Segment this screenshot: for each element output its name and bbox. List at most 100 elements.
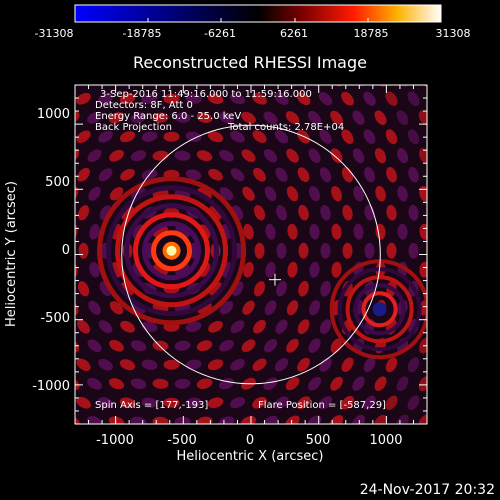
fringe-blob xyxy=(330,376,343,391)
fringe-blob xyxy=(98,168,113,182)
fringe-blob xyxy=(428,127,444,146)
colorbar-tick-label: -18785 xyxy=(123,27,162,40)
fringe-blob xyxy=(87,111,102,124)
fringe-blob xyxy=(207,359,224,371)
fringe-blob xyxy=(329,415,344,424)
fringe-blob xyxy=(407,91,420,106)
fringe-blob xyxy=(307,110,322,125)
fringe-blob xyxy=(163,131,180,142)
fringe-blob xyxy=(75,377,80,390)
x-tick-label: 0 xyxy=(246,433,254,448)
fringe-blob xyxy=(77,281,90,297)
fringe-blob xyxy=(174,112,191,123)
fringe-blob xyxy=(185,131,202,142)
fringe-blob xyxy=(243,261,254,278)
fringe-blob xyxy=(52,90,71,107)
fringe-blob xyxy=(297,167,310,183)
fringe-blob xyxy=(419,261,427,278)
fringe-blob xyxy=(330,148,343,164)
fringe-blob xyxy=(272,432,291,449)
image-area xyxy=(52,70,455,449)
fringe-blob xyxy=(374,148,387,164)
fringe-blob xyxy=(385,91,398,106)
y-axis-label: Heliocentric Y (arcsec) xyxy=(4,181,19,327)
fringe-blob xyxy=(319,129,332,144)
fringe-blob xyxy=(207,434,225,447)
fringe-blob xyxy=(429,318,443,336)
fringe-blob xyxy=(287,261,298,278)
fringe-blob xyxy=(163,397,180,408)
fringe-blob xyxy=(276,204,287,221)
fringe-blob xyxy=(307,376,322,391)
fringe-blob xyxy=(264,186,277,202)
fringe-blob xyxy=(230,130,245,143)
fringe-blob xyxy=(98,130,113,143)
fringe-blob xyxy=(341,395,354,410)
method-text: Back Projection xyxy=(95,122,172,133)
fringe-blob xyxy=(396,414,409,424)
fringe-blob xyxy=(87,339,102,353)
fringe-blob xyxy=(88,186,101,201)
fringe-ring xyxy=(115,194,229,308)
fringe-blob xyxy=(438,70,455,89)
y-tick-label: -1000 xyxy=(32,379,70,394)
fringe-blob xyxy=(285,111,300,125)
fringe-blob xyxy=(352,376,365,391)
fringe-blob xyxy=(130,112,147,123)
fringe-blob xyxy=(297,319,310,335)
fringe-blob xyxy=(320,280,331,297)
fringe-blob xyxy=(330,110,343,125)
fringe-blob xyxy=(119,131,136,143)
fringe-blob xyxy=(119,359,136,371)
fringe-blob xyxy=(276,242,287,259)
fringe-blob xyxy=(341,91,354,106)
fringe-blob xyxy=(429,166,443,184)
fringe-blob xyxy=(141,93,158,104)
fringe-blob xyxy=(130,73,148,86)
fringe-blob xyxy=(439,374,455,393)
fringe-blob xyxy=(97,397,114,409)
colorbar-gradient xyxy=(74,4,442,23)
fringe-blob xyxy=(319,167,332,183)
fringe-blob xyxy=(78,242,89,259)
fringe-blob xyxy=(108,416,125,424)
fringe-blob xyxy=(298,280,309,297)
plot-title: Reconstructed RHESSI Image xyxy=(133,53,367,72)
fringe-blob xyxy=(87,377,102,390)
fringe-blob xyxy=(341,129,354,144)
fringe-blob xyxy=(296,396,311,410)
fringe-blob xyxy=(75,111,80,124)
fringe-blob xyxy=(407,129,420,145)
fringe-blob xyxy=(208,320,223,333)
y-tick-label: 500 xyxy=(45,175,70,190)
fringe-blob xyxy=(264,300,277,316)
fringe-blob xyxy=(76,130,91,144)
fringe-blob xyxy=(120,168,135,181)
fringe-ring xyxy=(329,259,427,360)
fringe-blob xyxy=(309,261,320,278)
fringe-blob xyxy=(341,357,354,372)
fringe-blob xyxy=(109,149,124,162)
fringe-blob xyxy=(52,394,71,411)
fringe-blob xyxy=(439,337,454,355)
fringe-blob xyxy=(141,131,158,142)
fringe-blob xyxy=(89,223,100,240)
fringe-blob xyxy=(385,129,398,145)
x-tick-label: -1000 xyxy=(96,433,134,448)
fringe-blob xyxy=(174,340,191,351)
fringe-blob xyxy=(418,110,427,126)
fringe-blob xyxy=(276,280,287,297)
fringe-blob xyxy=(152,416,169,424)
fringe-blob xyxy=(74,433,93,449)
fringe-blob xyxy=(252,396,267,409)
fringe-blob xyxy=(120,320,135,333)
fringe-blob xyxy=(274,358,289,372)
fringe-blob xyxy=(130,378,147,389)
fringe-blob xyxy=(196,416,213,424)
fringe-blob xyxy=(208,168,223,181)
fringe-blob xyxy=(130,150,147,162)
fringe-blob xyxy=(298,204,309,221)
fringe-ring xyxy=(124,203,220,299)
fringe-blob xyxy=(229,397,246,409)
fringe-ring xyxy=(133,212,211,290)
